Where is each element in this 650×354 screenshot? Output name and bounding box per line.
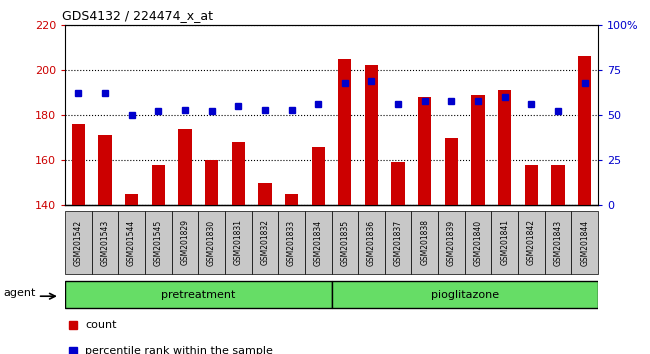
Bar bbox=[358, 211, 385, 274]
Bar bbox=[225, 211, 252, 274]
Bar bbox=[198, 211, 225, 274]
Bar bbox=[518, 211, 545, 274]
Bar bbox=[231, 142, 245, 205]
Bar bbox=[498, 90, 512, 205]
Text: GSM201832: GSM201832 bbox=[261, 219, 269, 266]
Bar bbox=[391, 162, 405, 205]
Text: GSM201835: GSM201835 bbox=[341, 219, 349, 266]
Text: GSM201834: GSM201834 bbox=[314, 219, 322, 266]
Bar bbox=[72, 124, 85, 205]
Bar bbox=[332, 211, 358, 274]
Text: GSM201836: GSM201836 bbox=[367, 219, 376, 266]
Bar bbox=[151, 165, 165, 205]
Bar bbox=[578, 56, 592, 205]
Bar bbox=[551, 165, 565, 205]
Bar bbox=[365, 65, 378, 205]
Bar bbox=[471, 95, 485, 205]
Bar bbox=[205, 160, 218, 205]
Text: GSM201838: GSM201838 bbox=[421, 219, 429, 266]
Text: GSM201830: GSM201830 bbox=[207, 219, 216, 266]
Bar bbox=[491, 211, 518, 274]
Text: GSM201542: GSM201542 bbox=[74, 219, 83, 266]
Text: GSM201840: GSM201840 bbox=[474, 219, 482, 266]
Bar bbox=[332, 281, 598, 308]
Bar bbox=[418, 97, 432, 205]
Bar bbox=[258, 183, 272, 205]
Bar bbox=[411, 211, 438, 274]
Bar bbox=[445, 138, 458, 205]
Bar bbox=[465, 211, 491, 274]
Bar bbox=[278, 211, 305, 274]
Bar bbox=[125, 194, 138, 205]
Bar bbox=[305, 211, 332, 274]
Text: GSM201829: GSM201829 bbox=[181, 219, 189, 266]
Bar bbox=[65, 211, 92, 274]
Text: GSM201544: GSM201544 bbox=[127, 219, 136, 266]
Bar bbox=[438, 211, 465, 274]
Bar bbox=[545, 211, 571, 274]
Text: GSM201833: GSM201833 bbox=[287, 219, 296, 266]
Bar bbox=[98, 135, 112, 205]
Bar bbox=[571, 211, 598, 274]
Bar bbox=[338, 59, 352, 205]
Bar bbox=[145, 211, 172, 274]
Bar bbox=[178, 129, 192, 205]
Bar bbox=[525, 165, 538, 205]
Text: GDS4132 / 224474_x_at: GDS4132 / 224474_x_at bbox=[62, 9, 213, 22]
Bar bbox=[311, 147, 325, 205]
Text: GSM201842: GSM201842 bbox=[527, 219, 536, 266]
Bar bbox=[92, 211, 118, 274]
Text: percentile rank within the sample: percentile rank within the sample bbox=[85, 346, 273, 354]
Text: agent: agent bbox=[3, 288, 36, 298]
Text: GSM201543: GSM201543 bbox=[101, 219, 109, 266]
Text: pioglitazone: pioglitazone bbox=[431, 290, 499, 300]
Text: GSM201841: GSM201841 bbox=[500, 219, 509, 266]
Text: GSM201837: GSM201837 bbox=[394, 219, 402, 266]
Bar bbox=[252, 211, 278, 274]
Bar bbox=[65, 281, 332, 308]
Bar bbox=[118, 211, 145, 274]
Text: pretreatment: pretreatment bbox=[161, 290, 235, 300]
Bar bbox=[172, 211, 198, 274]
Text: GSM201545: GSM201545 bbox=[154, 219, 162, 266]
Text: GSM201839: GSM201839 bbox=[447, 219, 456, 266]
Text: GSM201844: GSM201844 bbox=[580, 219, 589, 266]
Text: GSM201843: GSM201843 bbox=[554, 219, 562, 266]
Bar bbox=[385, 211, 411, 274]
Text: GSM201831: GSM201831 bbox=[234, 219, 242, 266]
Text: count: count bbox=[85, 320, 117, 330]
Bar bbox=[285, 194, 298, 205]
